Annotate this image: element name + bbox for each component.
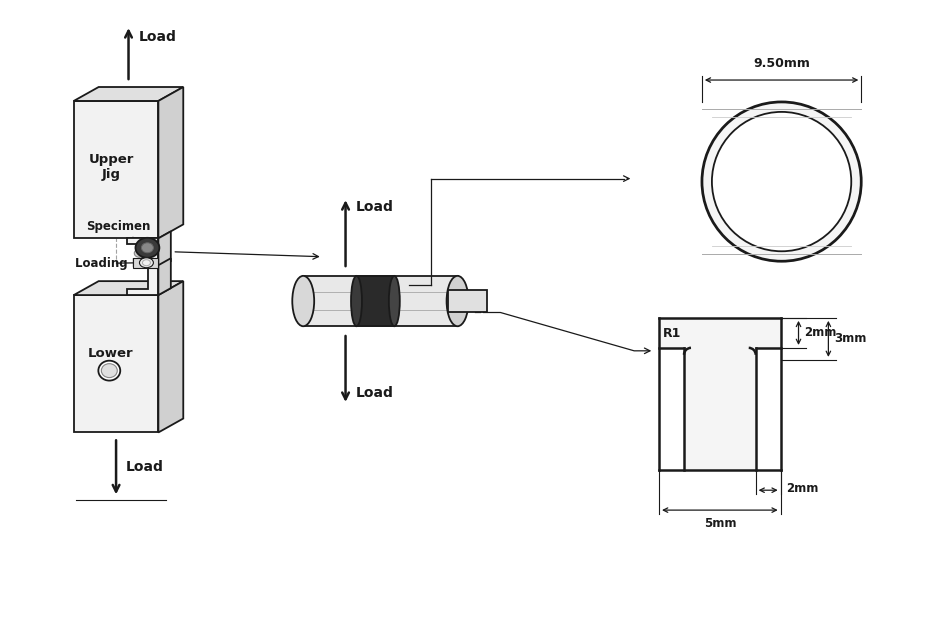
Ellipse shape — [98, 361, 120, 381]
Text: Lower
Jig: Lower Jig — [88, 347, 134, 375]
Text: 5mm: 5mm — [703, 517, 736, 530]
Text: Loading Pin: Loading Pin — [75, 257, 152, 270]
Text: Load: Load — [138, 31, 177, 44]
Text: 8.36mm: 8.36mm — [754, 159, 810, 173]
Text: 3mm: 3mm — [834, 333, 867, 345]
Text: Load: Load — [126, 460, 163, 474]
Text: 9.50mm: 9.50mm — [753, 57, 810, 70]
Ellipse shape — [141, 243, 153, 253]
Text: R1: R1 — [663, 327, 682, 340]
Polygon shape — [659, 318, 781, 470]
Bar — [357, 276, 394, 326]
Polygon shape — [74, 87, 183, 101]
Text: Load: Load — [356, 386, 393, 400]
Ellipse shape — [351, 276, 362, 326]
Text: 2mm: 2mm — [786, 482, 819, 495]
Ellipse shape — [134, 249, 144, 257]
Bar — [447, 290, 488, 313]
Polygon shape — [159, 259, 171, 295]
Text: Specimen: Specimen — [86, 220, 150, 245]
Text: Load: Load — [356, 200, 393, 214]
Text: Upper
Jig: Upper Jig — [89, 153, 134, 181]
Polygon shape — [159, 87, 183, 239]
Ellipse shape — [139, 258, 153, 268]
Polygon shape — [74, 101, 159, 239]
Text: 2mm: 2mm — [804, 326, 837, 340]
Circle shape — [702, 102, 861, 261]
Circle shape — [712, 112, 851, 251]
Polygon shape — [126, 239, 159, 268]
Ellipse shape — [101, 364, 118, 378]
Ellipse shape — [446, 276, 469, 326]
Ellipse shape — [389, 276, 400, 326]
Ellipse shape — [292, 276, 314, 326]
Polygon shape — [74, 281, 183, 295]
Polygon shape — [126, 265, 159, 295]
Ellipse shape — [135, 238, 160, 258]
Polygon shape — [159, 231, 171, 268]
Polygon shape — [134, 258, 159, 268]
Polygon shape — [159, 281, 183, 432]
Bar — [304, 276, 458, 326]
Ellipse shape — [143, 260, 150, 265]
Polygon shape — [74, 295, 159, 432]
